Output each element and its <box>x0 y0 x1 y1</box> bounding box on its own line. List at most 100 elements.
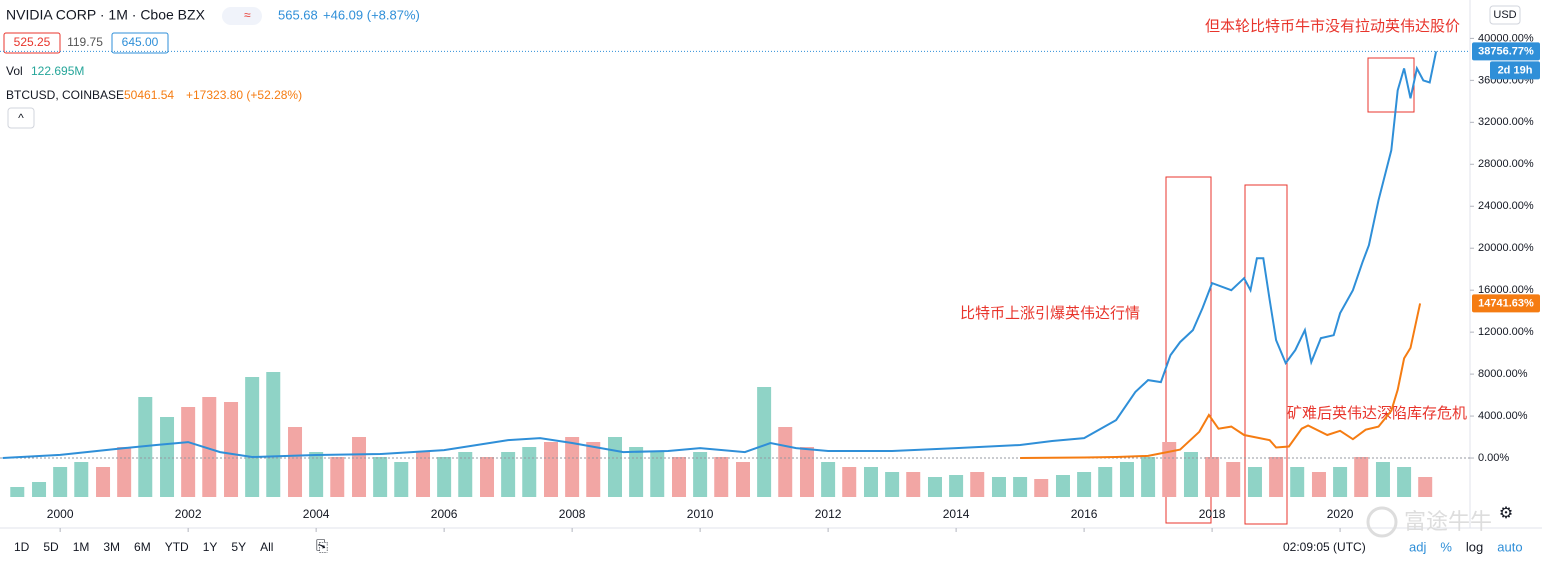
axis-option[interactable]: auto <box>1497 539 1522 554</box>
volume-bar <box>778 427 793 497</box>
volume-bar <box>544 442 559 497</box>
y-tick-label: 24000.00% <box>1478 200 1534 212</box>
volume-bar <box>480 457 495 497</box>
badge-bg <box>222 7 262 25</box>
volume-bar <box>224 402 239 497</box>
volume-bar <box>1141 457 1156 497</box>
range-button[interactable]: 5Y <box>231 540 246 554</box>
volume-bar <box>970 472 985 497</box>
volume-bar <box>1013 477 1028 497</box>
symbol: NVIDIA CORP · 1M · Cboe BZX <box>6 7 206 23</box>
volume-bar <box>1247 467 1262 497</box>
currency-box[interactable] <box>1489 5 1521 25</box>
clock: 02:09:05 (UTC) <box>1283 540 1366 554</box>
volume-bar <box>266 372 281 497</box>
volume-bar <box>714 457 729 497</box>
volume-bar <box>757 387 772 497</box>
volume-bar <box>629 447 644 497</box>
volume-bar <box>1077 472 1092 497</box>
volume-bar <box>991 477 1006 497</box>
volume-bar <box>1119 462 1134 497</box>
spread: 119.75 <box>67 35 103 49</box>
range-button[interactable]: YTD <box>165 540 189 554</box>
range-button[interactable]: 1Y <box>203 540 218 554</box>
range-button[interactable]: 1D <box>14 540 30 554</box>
volume-bar <box>330 457 345 497</box>
x-tick-label: 2000 <box>47 507 74 521</box>
x-tick-label: 2004 <box>303 507 330 521</box>
axis-option[interactable]: % <box>1440 539 1452 554</box>
volume-bar <box>202 397 217 497</box>
last-value-label: 14741.63% <box>1478 297 1534 309</box>
volume-bar <box>885 472 900 497</box>
axis-option[interactable]: log <box>1466 539 1483 554</box>
volume-bar <box>863 467 878 497</box>
y-tick-label: 28000.00% <box>1478 158 1534 170</box>
volume-bar <box>160 417 175 497</box>
volume-bar <box>1290 467 1305 497</box>
volume-bar <box>1162 442 1177 497</box>
annotation: 但本轮比特币牛市没有拉动英伟达股价 <box>1205 17 1460 35</box>
series-line <box>2 51 1438 459</box>
volume-bar <box>1034 479 1049 497</box>
volume-bar <box>1375 462 1390 497</box>
y-tick-label: 4000.00% <box>1478 410 1528 422</box>
volume-bar <box>1333 467 1348 497</box>
volume-bar <box>74 462 89 497</box>
volume-bar <box>245 377 260 497</box>
vol-label: Vol <box>6 64 23 78</box>
annotation: 矿难后英伟达深陷库存危机 <box>1287 404 1467 422</box>
price: 565.68 <box>278 7 318 22</box>
range-button[interactable]: 3M <box>103 540 120 554</box>
volume-bar <box>565 437 580 497</box>
countdown: 2d 19h <box>1498 64 1533 76</box>
volume-bar <box>1205 457 1220 497</box>
range-button[interactable]: 1M <box>73 540 90 554</box>
y-tick-label: 12000.00% <box>1478 326 1534 338</box>
annotation-box <box>1244 184 1288 525</box>
volume-bar <box>522 447 537 497</box>
volume-bar <box>458 452 473 497</box>
volume-bar <box>906 472 921 497</box>
x-tick-label: 2006 <box>431 507 458 521</box>
x-tick-label: 2012 <box>815 507 842 521</box>
volume-bar <box>842 467 857 497</box>
y-tick-label: 8000.00% <box>1478 368 1528 380</box>
collapse-icon[interactable]: ^ <box>18 111 24 125</box>
x-tick-label: 2008 <box>559 507 586 521</box>
volume-bar <box>1226 462 1241 497</box>
badge[interactable]: ≈ <box>244 8 251 22</box>
volume-bar <box>1098 467 1113 497</box>
bid-box <box>3 32 61 54</box>
volume-bar <box>949 475 964 497</box>
volume-bar <box>586 442 601 497</box>
range-button[interactable]: All <box>260 540 273 554</box>
bid: 525.25 <box>14 35 51 49</box>
compare-price: 50461.54 <box>124 88 174 102</box>
volume-bar <box>288 427 303 497</box>
volume-bar <box>437 457 452 497</box>
annotation: 比特币上涨引爆英伟达行情 <box>960 304 1140 322</box>
volume-bar <box>416 452 431 497</box>
compare-icon[interactable]: ⎘ <box>316 538 328 555</box>
currency[interactable]: USD <box>1493 9 1516 21</box>
volume-bar <box>53 467 68 497</box>
volume-bar <box>352 437 367 497</box>
axis-option[interactable]: adj <box>1409 539 1426 554</box>
last-value-box <box>1472 294 1540 313</box>
settings-icon[interactable]: ⚙ <box>1499 505 1513 522</box>
collapse-button[interactable] <box>7 107 35 129</box>
volume-bar <box>672 457 687 497</box>
volume-bar <box>927 477 942 497</box>
volume-bar <box>1055 475 1070 497</box>
last-value-label: 38756.77% <box>1478 45 1534 57</box>
range-button[interactable]: 5D <box>43 540 59 554</box>
volume-bar <box>1311 472 1326 497</box>
volume-bar <box>1418 477 1433 497</box>
volume-bar <box>373 457 388 497</box>
last-value-box <box>1472 42 1540 61</box>
volume-bar <box>32 482 47 497</box>
volume-bar <box>96 467 111 497</box>
range-button[interactable]: 6M <box>134 540 151 554</box>
